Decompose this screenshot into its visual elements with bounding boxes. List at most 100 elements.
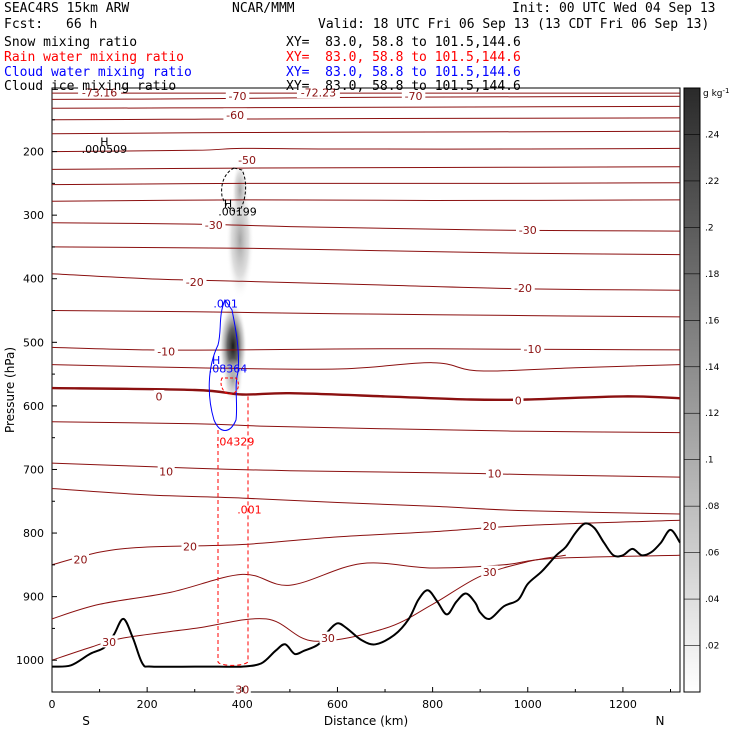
contour-label: 10 xyxy=(487,467,501,480)
contour-label-bg xyxy=(225,89,250,102)
isotherm-line xyxy=(51,130,681,135)
field-rain-name: Rain water mixing ratio xyxy=(4,50,185,65)
contour-label: -10 xyxy=(157,345,175,358)
x-tick-label: 200 xyxy=(137,698,158,711)
terrain-profile xyxy=(51,522,681,668)
contour-label-bg xyxy=(485,466,503,479)
field-cloud-water-name: Cloud water mixing ratio xyxy=(4,65,192,80)
extremum-label: .001 xyxy=(213,298,238,311)
contour-label-bg xyxy=(153,389,165,402)
contour-label: -70 xyxy=(405,90,423,103)
isotherm-line xyxy=(51,117,681,121)
y-tick-label: 800 xyxy=(23,527,44,540)
colorbar-tick-label: .06 xyxy=(705,549,720,559)
south-end-label: S xyxy=(82,714,90,728)
contour-label: 30 xyxy=(483,566,497,579)
y-axis-ticks: 200 300 400 500 600 700 800 900 1000 xyxy=(16,119,57,693)
y-tick-label: 400 xyxy=(23,273,44,286)
field-cloud-ice-name: Cloud ice mixing ratio xyxy=(4,79,177,94)
contour-label-bg xyxy=(202,218,226,231)
extremum-label: H xyxy=(212,354,220,367)
extremum-label: .00199 xyxy=(218,205,257,218)
x-tick-label: 400 xyxy=(232,698,253,711)
colorbar-ramp xyxy=(683,87,701,693)
isotherm-line xyxy=(51,199,681,202)
contour-label-bg xyxy=(481,519,499,532)
field-snow-name: Snow mixing ratio xyxy=(4,35,138,50)
isotherm-line xyxy=(51,346,681,351)
contour-label: -30 xyxy=(519,224,537,237)
colorbar-tick-label: .02 xyxy=(705,642,719,652)
contour-label-bg xyxy=(157,465,175,478)
contour-label-bg xyxy=(481,565,499,578)
field-rain-xy: XY= 83.0, 58.8 to 101.5,144.6 xyxy=(286,50,521,65)
contour-label-bg xyxy=(516,223,540,236)
contour-label-bg xyxy=(512,393,524,406)
snow-shading xyxy=(226,162,254,300)
contour-label-bg xyxy=(319,631,337,644)
isotherm-line xyxy=(51,519,681,566)
contour-label-bg xyxy=(154,344,178,357)
contour-label: -20 xyxy=(514,282,532,295)
extremum-label: .04329 xyxy=(216,435,255,448)
contour-label: 0 xyxy=(515,394,522,407)
colorbar-tick-label: .14 xyxy=(705,363,720,373)
y-tick-label: 700 xyxy=(23,463,44,476)
colorbar-tick-label: .18 xyxy=(705,270,720,280)
colorbar: .02 .04 .06 .08 .1 .12 .14 .16 .18 .2 .22 .24 g kg-… xyxy=(683,87,729,693)
contour-label: -10 xyxy=(524,343,542,356)
field-cloud-ice-xy: XY= 83.0, 58.8 to 101.5,144.6 xyxy=(286,79,521,94)
contour-label-bg xyxy=(223,108,247,121)
org-label: NCAR/MMM xyxy=(232,1,295,16)
contour-label: 20 xyxy=(74,553,88,566)
field-snow-xy: XY= 83.0, 58.8 to 101.5,144.6 xyxy=(286,35,521,50)
colorbar-tick-label: .04 xyxy=(705,595,720,605)
x-tick-label: 0 xyxy=(49,698,56,711)
contour-label-bg xyxy=(182,275,207,288)
contour-label-bg xyxy=(100,635,118,648)
contour-label: 10 xyxy=(159,466,173,479)
contour-label: 0 xyxy=(156,390,163,403)
contour-label-bg xyxy=(296,86,340,99)
contour-label: -70 xyxy=(229,90,247,103)
isotherm-line xyxy=(51,166,681,170)
extremum-label: H xyxy=(100,135,108,148)
colorbar-tick-label: .1 xyxy=(705,456,714,466)
rain-water-contour xyxy=(217,395,249,666)
terrain-line xyxy=(51,522,681,668)
extremum-label: H xyxy=(224,198,232,211)
y-tick-label: 300 xyxy=(23,209,44,222)
contour-label: -30 xyxy=(205,219,223,232)
extremum-label: .08364 xyxy=(209,362,248,375)
colorbar-tick-label: .2 xyxy=(705,223,714,233)
colorbar-tick-label: .08 xyxy=(705,502,720,512)
valid-time: Valid: 18 UTC Fri 06 Sep 13 (13 CDT Fri … xyxy=(318,17,710,32)
y-tick-label: 600 xyxy=(23,400,44,413)
contour-label-bg xyxy=(401,89,426,102)
x-axis-label: Distance (km) xyxy=(324,714,408,728)
isotherm-line xyxy=(51,273,681,291)
contour-label: -60 xyxy=(226,109,244,122)
contour-label: 30 xyxy=(321,632,335,645)
contour-label: -50 xyxy=(238,154,256,167)
colorbar-tick-label: .12 xyxy=(705,409,719,419)
colorbar-tick-label: .22 xyxy=(705,177,719,187)
contour-label-bg xyxy=(72,552,90,565)
model-title: SEAC4RS 15km ARW xyxy=(4,1,130,16)
y-tick-label: 1000 xyxy=(16,654,44,667)
forecast-label: Fcst: xyxy=(4,17,44,32)
isotherm-line xyxy=(51,386,681,402)
x-tick-label: 600 xyxy=(327,698,348,711)
x-tick-label: 1200 xyxy=(609,698,637,711)
isotherm-line xyxy=(51,222,681,232)
contour-label-bg xyxy=(511,281,535,294)
isotherm-line xyxy=(51,246,681,256)
y-tick-label: 900 xyxy=(23,591,44,604)
temperature-isotherms xyxy=(51,92,681,661)
contour-labels: -73.16 -72.23 -70 -70 -60 -50 -30 -30 -20 -20 -10 -… xyxy=(72,86,545,697)
x-tick-label: 800 xyxy=(422,698,443,711)
y-tick-label: 500 xyxy=(23,336,44,349)
rain-water-contour-small xyxy=(220,377,239,395)
